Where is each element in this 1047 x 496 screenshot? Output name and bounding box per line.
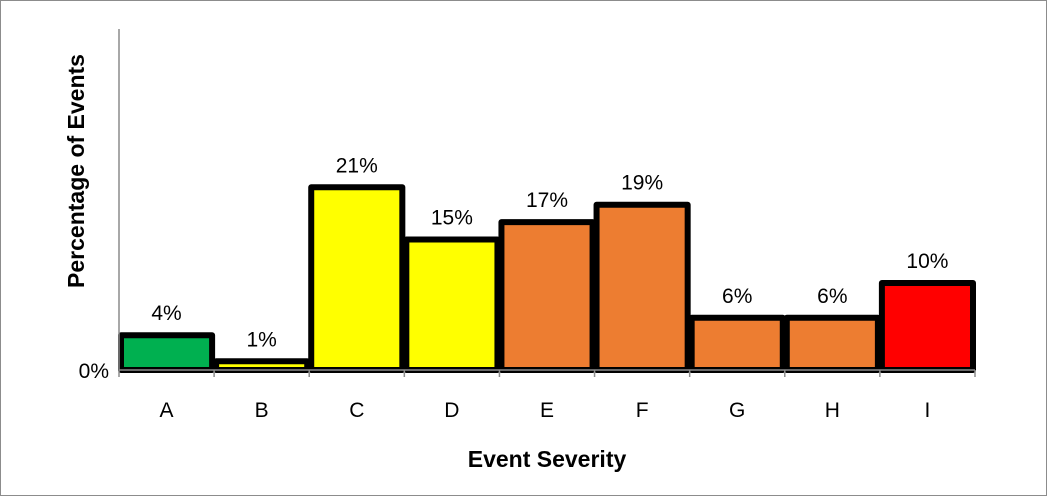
bar-d (403, 236, 501, 373)
x-tick-label: E (540, 399, 554, 422)
bar-c (308, 184, 406, 373)
bar-f (593, 201, 691, 373)
x-tick-label: D (444, 399, 459, 422)
axes-layer (118, 29, 975, 371)
x-tick-labels: A B C D E F G H I (160, 399, 931, 422)
x-tick-label: H (825, 399, 840, 422)
y-tick-label: 0% (79, 360, 109, 383)
bars-layer (118, 184, 977, 374)
x-tick-label: G (729, 399, 745, 422)
data-label: 10% (906, 250, 948, 273)
x-tick-label: B (255, 399, 269, 422)
data-label: 6% (722, 285, 752, 308)
data-label: 19% (621, 172, 663, 195)
data-label: 15% (431, 207, 473, 230)
bar-g (688, 314, 786, 373)
data-label: 6% (817, 285, 847, 308)
y-axis-title: Percentage of Events (63, 54, 89, 288)
data-label: 1% (246, 328, 276, 351)
x-ticks (118, 370, 976, 377)
bar-a (118, 332, 216, 374)
bar-i (878, 280, 977, 373)
x-tick-label: I (925, 399, 931, 422)
data-label: 4% (151, 302, 181, 325)
x-tick-label: A (160, 399, 174, 422)
bar-e (498, 219, 596, 373)
x-axis-title: Event Severity (468, 446, 627, 472)
data-label: 17% (526, 189, 568, 212)
x-tick-label: F (636, 399, 649, 422)
data-label: 21% (336, 154, 378, 177)
bar-h (783, 314, 881, 373)
data-labels: 4% 1% 21% 15% 17% 19% 6% 6% 10% (151, 154, 948, 351)
x-tick-label: C (349, 399, 364, 422)
bar-b (213, 358, 311, 373)
